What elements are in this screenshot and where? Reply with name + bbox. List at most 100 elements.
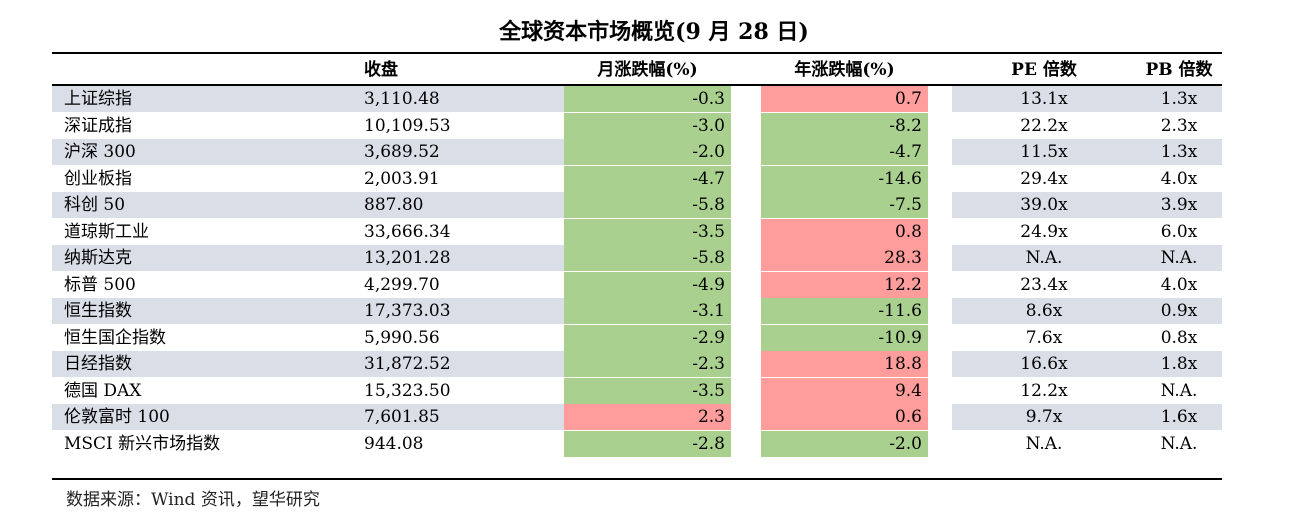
cell-close: 31,872.52	[364, 354, 451, 374]
column-gap	[928, 298, 952, 324]
cell-pe: 23.4x	[1020, 274, 1068, 295]
cell-monthly-change: -5.8	[564, 192, 731, 218]
cell-close: 33,666.34	[364, 221, 451, 242]
cell-pb: 6.0x	[1160, 221, 1198, 242]
cell-pb: 2.3x	[1160, 115, 1198, 136]
cell-yearly-change: -11.6	[761, 298, 928, 324]
cell-yearly-change: 0.6	[761, 404, 928, 430]
table-row: 沪深 300 3,689.52 -2.0 -4.7 11.5x 1.3x	[52, 139, 1222, 165]
table-row: 伦敦富时 100 7,601.85 2.3 0.6 9.7x 1.6x	[52, 404, 1222, 430]
cell-pe: 22.2x	[1020, 115, 1068, 136]
column-gap	[731, 298, 761, 324]
cell-pb: 1.3x	[1160, 89, 1198, 109]
column-gap	[928, 192, 952, 218]
column-gap	[731, 351, 761, 377]
cell-pb: 3.9x	[1160, 195, 1198, 215]
cell-name: 恒生指数	[64, 301, 132, 321]
cell-yearly-change: -7.5	[761, 192, 928, 218]
cell-monthly-change: -3.5	[564, 377, 731, 404]
cell-pe: 13.1x	[1020, 89, 1068, 109]
cell-pe: 16.6x	[1020, 354, 1068, 374]
cell-pb: N.A.	[1160, 433, 1198, 454]
cell-monthly-change: -2.3	[564, 351, 731, 377]
table-row: 日经指数 31,872.52 -2.3 18.8 16.6x 1.8x	[52, 351, 1222, 377]
column-gap	[928, 351, 952, 377]
table-row: 创业板指 2,003.91 -4.7 -14.6 29.4x 4.0x	[52, 165, 1222, 192]
column-gap	[928, 245, 952, 271]
cell-name: 伦敦富时 100	[64, 407, 170, 427]
cell-monthly-change: -3.1	[564, 298, 731, 324]
table-row: 恒生国企指数 5,990.56 -2.9 -10.9 7.6x 0.8x	[52, 324, 1222, 351]
cell-close: 5,990.56	[364, 327, 440, 348]
column-gap	[731, 245, 761, 271]
cell-close: 7,601.85	[364, 407, 440, 427]
table-row: 恒生指数 17,373.03 -3.1 -11.6 8.6x 0.9x	[52, 298, 1222, 324]
cell-pe: 24.9x	[1020, 221, 1068, 242]
cell-pb: 1.3x	[1160, 142, 1198, 162]
cell-name: 上证综指	[64, 89, 132, 109]
cell-pe: 7.6x	[1025, 327, 1063, 348]
cell-monthly-change: -5.8	[564, 245, 731, 271]
cell-name: 创业板指	[64, 168, 132, 189]
cell-name: 日经指数	[64, 354, 132, 374]
cell-pe: 9.7x	[1025, 407, 1063, 427]
cell-close: 944.08	[364, 433, 424, 454]
cell-yearly-change: -2.0	[761, 430, 928, 457]
header-monthly: 月涨跌幅(%)	[597, 60, 698, 80]
column-gap	[928, 86, 952, 112]
cell-close: 887.80	[364, 195, 424, 215]
cell-name: MSCI 新兴市场指数	[64, 433, 221, 454]
cell-yearly-change: -14.6	[761, 165, 928, 192]
cell-yearly-change: 28.3	[761, 245, 928, 271]
top-rule	[52, 52, 1222, 54]
cell-close: 3,110.48	[364, 89, 440, 109]
cell-pe: 11.5x	[1020, 142, 1068, 162]
column-gap	[928, 404, 952, 430]
cell-name: 道琼斯工业	[64, 221, 149, 242]
cell-close: 2,003.91	[364, 168, 440, 189]
cell-pb: 4.0x	[1160, 274, 1198, 295]
column-gap	[928, 139, 952, 165]
header-pe: PE 倍数	[1011, 60, 1077, 80]
cell-pb: 1.6x	[1160, 407, 1198, 427]
table-row: 深证成指 10,109.53 -3.0 -8.2 22.2x 2.3x	[52, 112, 1222, 139]
cell-pb: 1.8x	[1160, 354, 1198, 374]
column-gap	[731, 139, 761, 165]
cell-name: 标普 500	[64, 274, 136, 295]
cell-monthly-change: 2.3	[564, 404, 731, 430]
cell-pe: N.A.	[1025, 433, 1063, 454]
cell-name: 恒生国企指数	[64, 327, 166, 348]
cell-name: 深证成指	[64, 115, 132, 136]
table-row: 德国 DAX 15,323.50 -3.5 9.4 12.2x N.A.	[52, 377, 1222, 404]
column-gap	[731, 192, 761, 218]
table-row: MSCI 新兴市场指数 944.08 -2.8 -2.0 N.A. N.A.	[52, 430, 1222, 457]
header-yearly: 年涨跌幅(%)	[794, 60, 895, 80]
cell-pe: 39.0x	[1020, 195, 1068, 215]
cell-pe: 12.2x	[1020, 380, 1068, 401]
column-gap	[731, 86, 761, 112]
table-title: 全球资本市场概览(9 月 28 日)	[499, 19, 809, 45]
table-row: 上证综指 3,110.48 -0.3 0.7 13.1x 1.3x	[52, 86, 1222, 112]
column-gap	[731, 404, 761, 430]
cell-close: 4,299.70	[364, 274, 440, 295]
cell-yearly-change: 18.8	[761, 351, 928, 377]
cell-monthly-change: -0.3	[564, 86, 731, 112]
cell-pe: 8.6x	[1025, 301, 1063, 321]
cell-yearly-change: 0.8	[761, 218, 928, 245]
cell-yearly-change: -10.9	[761, 324, 928, 351]
cell-yearly-change: -4.7	[761, 139, 928, 165]
cell-name: 德国 DAX	[64, 380, 142, 401]
cell-close: 17,373.03	[364, 301, 451, 321]
cell-name: 沪深 300	[64, 142, 136, 162]
table-row: 科创 50 887.80 -5.8 -7.5 39.0x 3.9x	[52, 192, 1222, 218]
cell-monthly-change: -2.0	[564, 139, 731, 165]
cell-pb: N.A.	[1160, 380, 1198, 401]
cell-name: 纳斯达克	[64, 248, 132, 268]
cell-name: 科创 50	[64, 195, 126, 215]
cell-pe: 29.4x	[1020, 168, 1068, 189]
cell-yearly-change: 0.7	[761, 86, 928, 112]
cell-close: 13,201.28	[364, 248, 451, 268]
cell-pb: N.A.	[1160, 248, 1198, 268]
table-row: 标普 500 4,299.70 -4.9 12.2 23.4x 4.0x	[52, 271, 1222, 298]
cell-pb: 0.8x	[1160, 327, 1198, 348]
